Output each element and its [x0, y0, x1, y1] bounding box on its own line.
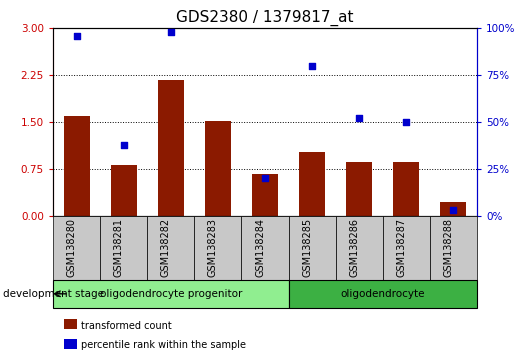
- Point: [261, 176, 269, 181]
- Text: percentile rank within the sample: percentile rank within the sample: [81, 340, 245, 350]
- Text: development stage: development stage: [3, 289, 104, 299]
- Text: GSM138288: GSM138288: [444, 218, 454, 277]
- Point: [449, 207, 458, 213]
- Text: GSM138282: GSM138282: [161, 218, 171, 278]
- Bar: [64, 116, 90, 216]
- Title: GDS2380 / 1379817_at: GDS2380 / 1379817_at: [176, 9, 354, 25]
- Point: [166, 29, 175, 35]
- Text: GSM138283: GSM138283: [208, 218, 218, 277]
- Bar: [346, 161, 372, 216]
- Text: GSM138280: GSM138280: [67, 218, 76, 277]
- Text: transformed count: transformed count: [81, 321, 171, 331]
- Bar: [393, 161, 419, 216]
- Text: GSM138287: GSM138287: [396, 218, 407, 278]
- Point: [355, 115, 364, 121]
- Text: GSM138281: GSM138281: [113, 218, 123, 277]
- Point: [308, 63, 316, 69]
- Bar: [440, 202, 466, 216]
- Bar: [111, 165, 137, 216]
- Text: GSM138286: GSM138286: [349, 218, 359, 277]
- Point: [402, 119, 411, 125]
- Text: oligodendrocyte: oligodendrocyte: [341, 289, 425, 299]
- Text: GSM138284: GSM138284: [255, 218, 265, 277]
- Bar: [158, 80, 184, 216]
- Text: oligodendrocyte progenitor: oligodendrocyte progenitor: [100, 289, 242, 299]
- Point: [119, 142, 128, 148]
- Bar: [299, 152, 325, 216]
- Bar: [205, 121, 231, 216]
- Point: [72, 33, 81, 39]
- Text: GSM138285: GSM138285: [302, 218, 312, 278]
- Bar: [252, 174, 278, 216]
